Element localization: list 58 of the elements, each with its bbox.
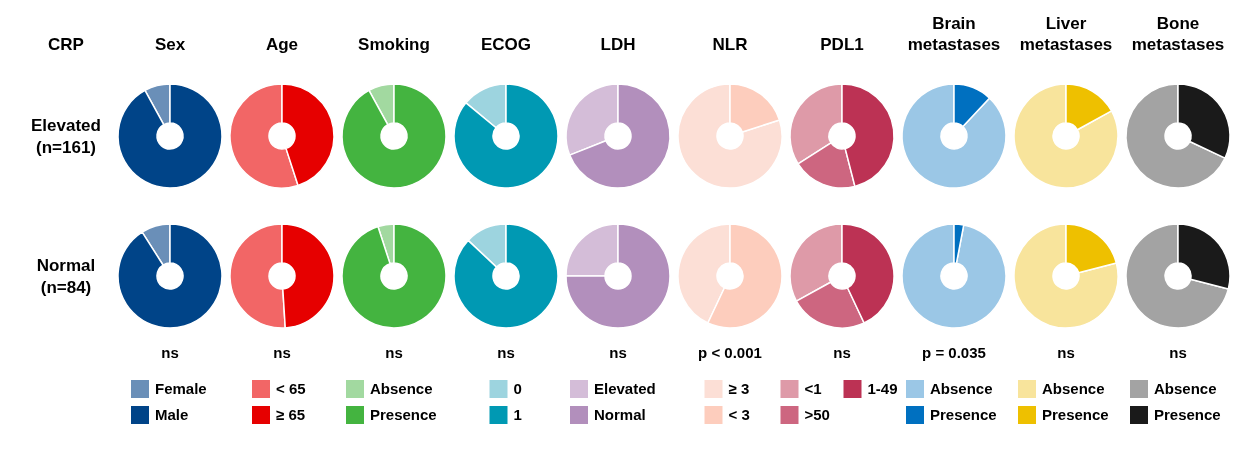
chart-title: Bone metastases bbox=[1131, 14, 1225, 54]
text: p = 0.035 bbox=[922, 344, 986, 361]
text: p < 0.001 bbox=[698, 344, 762, 361]
legend-label: 1-49 bbox=[867, 380, 898, 397]
donut-slice bbox=[901, 223, 1007, 329]
text: ns bbox=[161, 344, 179, 361]
legend-label: Absence bbox=[1154, 380, 1217, 397]
donut-slice bbox=[453, 223, 559, 329]
donut-slice bbox=[453, 83, 559, 189]
donut-slice bbox=[1013, 83, 1119, 189]
text: ns bbox=[833, 344, 851, 361]
text: ns bbox=[609, 344, 627, 361]
chart-title: PDL1 bbox=[820, 35, 864, 54]
donut-slice bbox=[901, 83, 1007, 189]
legend-label: Presence bbox=[1154, 406, 1221, 423]
legend-label: < 3 bbox=[728, 406, 750, 423]
donut-slice bbox=[565, 223, 671, 329]
legend-label: Presence bbox=[930, 406, 997, 423]
donut-slice bbox=[341, 83, 447, 189]
donut-slice bbox=[677, 83, 783, 189]
text: Normal (n=84) bbox=[36, 256, 96, 297]
legend-label: Male bbox=[155, 406, 189, 423]
chart-title: Age bbox=[265, 35, 299, 54]
legend-label: ≥ 3 bbox=[728, 380, 750, 397]
legend-label: Absence bbox=[1042, 380, 1105, 397]
text: ns bbox=[1057, 344, 1075, 361]
chart-title: Liver metastases bbox=[1019, 14, 1113, 54]
legend-label: >50 bbox=[804, 406, 830, 423]
donut-slice bbox=[568, 83, 671, 189]
legend-label: 1 bbox=[513, 406, 522, 423]
chart-title: NLR bbox=[712, 35, 748, 54]
legend-label: <1 bbox=[804, 380, 822, 397]
legend-label: Normal bbox=[594, 406, 646, 423]
chart-title: Brain metastases bbox=[907, 14, 1001, 54]
chart-title: ECOG bbox=[480, 35, 532, 54]
legend-label: Presence bbox=[370, 406, 437, 423]
text: Elevated (n=161) bbox=[31, 116, 101, 157]
donut-slice bbox=[117, 83, 223, 189]
text: ns bbox=[273, 344, 291, 361]
chart-title: LDH bbox=[600, 35, 636, 54]
legend-label: Absence bbox=[930, 380, 993, 397]
legend-label: ≥ 65 bbox=[276, 406, 306, 423]
donut-slice bbox=[341, 223, 447, 329]
chart-title: Sex bbox=[154, 35, 186, 54]
legend-label: < 65 bbox=[276, 380, 306, 397]
text: ns bbox=[497, 344, 515, 361]
legend-label: Absence bbox=[370, 380, 433, 397]
legend-label: Elevated bbox=[594, 380, 656, 397]
legend-label: 0 bbox=[513, 380, 522, 397]
donut-slice bbox=[1013, 223, 1119, 329]
legend-label: Presence bbox=[1042, 406, 1109, 423]
text: ns bbox=[385, 344, 403, 361]
text: CRP bbox=[48, 35, 84, 54]
legend-label: Female bbox=[155, 380, 207, 397]
donut-slice bbox=[1125, 223, 1230, 329]
chart-title: Smoking bbox=[358, 35, 430, 54]
donut-slice bbox=[117, 223, 223, 329]
text: ns bbox=[1169, 344, 1187, 361]
